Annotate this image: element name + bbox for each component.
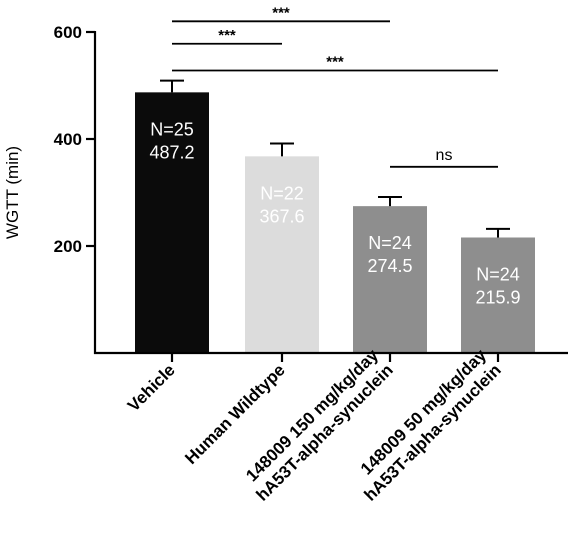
- y-tick-label: 200: [54, 237, 82, 256]
- category-label: Vehicle: [124, 360, 179, 415]
- y-axis-title: WGTT (min): [3, 146, 22, 239]
- significance-brackets: *** *** *** ns: [172, 4, 498, 168]
- bar: [461, 237, 535, 353]
- bar: [135, 92, 209, 354]
- significance-label: ***: [272, 4, 290, 21]
- bar-value-label: N=24: [368, 233, 412, 253]
- significance-label: ns: [436, 147, 453, 164]
- y-tick-label: 400: [54, 130, 82, 149]
- category-label: 148009 50 mg/kg/day: [357, 345, 490, 478]
- bar-value-label: N=25: [150, 119, 194, 139]
- x-axis: [94, 351, 568, 362]
- error-bars: [160, 79, 510, 238]
- significance-label: ***: [218, 27, 236, 44]
- bar-value-label: 487.2: [149, 142, 194, 162]
- significance-label: ***: [326, 54, 344, 71]
- bar: [353, 206, 427, 353]
- bar-labels: N=25 487.2 N=22 367.6 N=24 274.5 N=24 215.9: [149, 119, 520, 307]
- bar-value-label: N=24: [476, 264, 520, 284]
- bar-value-label: 367.6: [259, 206, 304, 226]
- bars: [135, 92, 535, 354]
- bar-value-label: N=22: [260, 183, 304, 203]
- bar-value-label: 215.9: [475, 287, 520, 307]
- bar-value-label: 274.5: [367, 256, 412, 276]
- y-axis: 200 400 600: [54, 23, 97, 354]
- bar: [245, 156, 319, 353]
- y-tick-label: 600: [54, 23, 82, 42]
